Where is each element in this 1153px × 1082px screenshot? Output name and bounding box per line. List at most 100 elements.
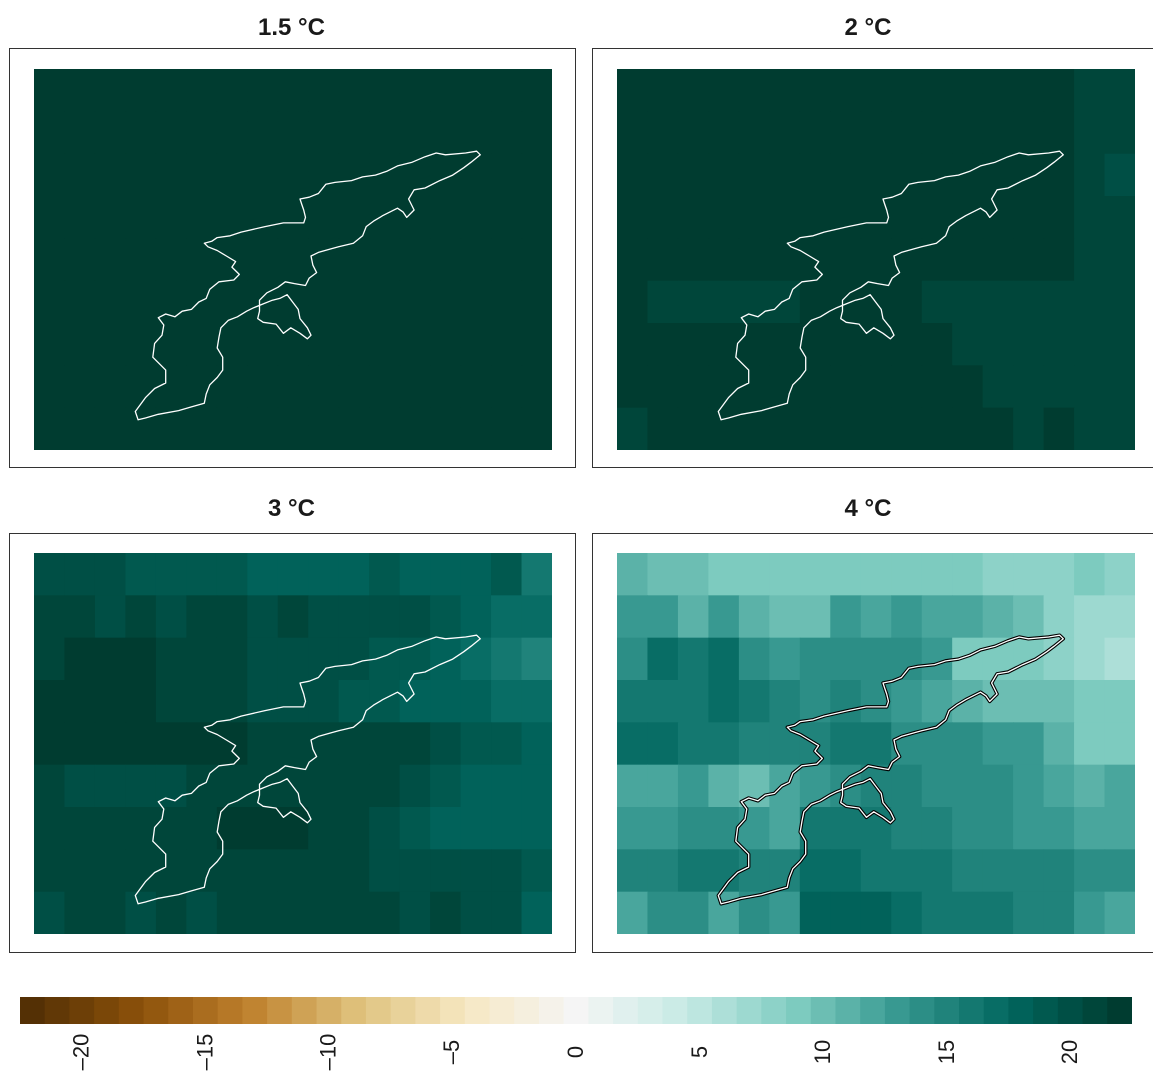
colorbar-tick-label: –10 (315, 1033, 341, 1071)
heatmap-cell (952, 407, 984, 450)
heatmap-cell (216, 553, 248, 596)
heatmap-cell (982, 722, 1014, 766)
heatmap-cell (34, 280, 66, 324)
heatmap-cell (1013, 764, 1045, 808)
heatmap-cell (491, 69, 523, 112)
heatmap-cell (1013, 680, 1045, 723)
heatmap-cell (1013, 69, 1045, 112)
heatmap-cell (34, 722, 66, 766)
heatmap-cell (338, 680, 370, 723)
heatmap-cell (617, 849, 649, 893)
colorbar-swatch (143, 997, 169, 1024)
colorbar-tick-label: 20 (1057, 1039, 1083, 1065)
heatmap-cell (830, 111, 862, 155)
heatmap-cell (921, 323, 953, 366)
heatmap-cell (677, 849, 710, 893)
heatmap-cell (247, 891, 279, 934)
heatmap-cell (277, 722, 309, 766)
colorbar-swatch (267, 997, 293, 1024)
heatmap-cell (338, 280, 370, 324)
heatmap-cell (677, 637, 710, 681)
heatmap-cell (491, 722, 523, 766)
colorbar-swatch (20, 997, 46, 1024)
heatmap-cell (247, 807, 279, 850)
heatmap-cell (369, 280, 401, 324)
heatmap-cell (677, 807, 710, 850)
heatmap-cell (216, 365, 248, 409)
heatmap-cell (1013, 365, 1045, 409)
heatmap-cell (338, 891, 370, 934)
heatmap-cell (921, 365, 953, 409)
heatmap-cell (94, 764, 127, 808)
heatmap-cell (952, 365, 984, 409)
heatmap-cell (617, 153, 649, 197)
heatmap-cell (921, 849, 953, 893)
heatmap-cell (617, 553, 649, 596)
heatmap-cell (738, 637, 770, 681)
heatmap-cell (247, 849, 279, 893)
heatmap-cell (647, 407, 679, 450)
heatmap-cell (399, 365, 431, 409)
heatmap-cell (186, 323, 218, 366)
heatmap-cell (64, 595, 96, 639)
heatmap-cell (860, 595, 892, 639)
heatmap-cell (125, 595, 157, 639)
heatmap-cell (125, 637, 157, 681)
heatmap-cell (647, 111, 679, 155)
heatmap-cell (155, 323, 187, 366)
heatmap-cell (125, 807, 157, 850)
region-outline (717, 150, 1064, 421)
heatmap-cell (308, 807, 340, 850)
colorbar-swatch (563, 997, 589, 1024)
heatmap-cell (1043, 595, 1075, 639)
heatmap-cell (1043, 111, 1075, 155)
heatmap-cell (34, 680, 66, 723)
heatmap-cell (891, 807, 923, 850)
heatmap-cell (860, 722, 892, 766)
heatmap-cell (769, 807, 801, 850)
heatmap-cell (247, 280, 279, 324)
heatmap-cell (186, 238, 218, 282)
heatmap-cell (521, 280, 552, 324)
heatmap-cell (891, 153, 923, 197)
colorbar-swatch (168, 997, 194, 1024)
heatmap-cell (460, 553, 492, 596)
colorbar-swatch (94, 997, 120, 1024)
heatmap-cell (769, 637, 801, 681)
heatmap-cell (1043, 722, 1075, 766)
heatmap-cell (952, 111, 984, 155)
heatmap-cell (369, 407, 401, 450)
heatmap-cell (277, 637, 309, 681)
heatmap-cell (1043, 196, 1075, 239)
heatmap-cell (94, 323, 127, 366)
colorbar-swatch (464, 997, 491, 1024)
heatmap-cell (399, 238, 431, 282)
heatmap-cell (830, 637, 862, 681)
heatmap-cell (769, 595, 801, 639)
heatmap-cell (125, 722, 157, 766)
heatmap-cell (64, 323, 96, 366)
heatmap-cell (460, 764, 492, 808)
heatmap-cell (1043, 365, 1075, 409)
heatmap-cell (460, 365, 492, 409)
heatmap-cell (891, 764, 923, 808)
colorbar-tick-label: –20 (68, 1033, 94, 1071)
heatmap-cell (94, 849, 127, 893)
heatmap-cell (860, 238, 892, 282)
heatmap-cell (125, 196, 157, 239)
heatmap-cell (860, 196, 892, 239)
heatmap-cell (277, 595, 309, 639)
heatmap-cell (952, 69, 984, 112)
heatmap-cell (799, 153, 831, 197)
heatmap-cell (921, 807, 953, 850)
heatmap-cell (708, 553, 740, 596)
colorbar-swatch (365, 997, 392, 1024)
colorbar-swatch (242, 997, 268, 1024)
heatmap-cell (64, 722, 96, 766)
heatmap-cell (830, 891, 862, 934)
heatmap-cell (186, 680, 218, 723)
heatmap-cell (64, 238, 96, 282)
heatmap-cell (369, 238, 401, 282)
heatmap-cell (708, 764, 740, 808)
heatmap-cell (1104, 553, 1135, 596)
